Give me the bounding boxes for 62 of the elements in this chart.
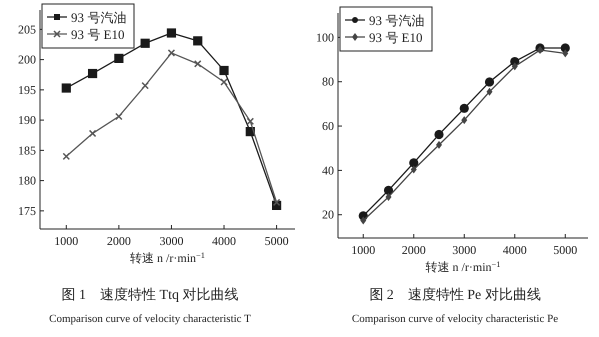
text: 图 2 速度特性 Pe 对比曲线 bbox=[369, 287, 541, 303]
point bbox=[562, 49, 568, 58]
x-tick-label: 3000 bbox=[452, 243, 476, 257]
point bbox=[114, 54, 124, 63]
point bbox=[384, 186, 394, 195]
x-axis-title: 转速 n /r·min$^{−1}$ bbox=[130, 250, 205, 265]
x-tick-label: 4000 bbox=[212, 234, 236, 248]
y-tick-label: 200 bbox=[18, 52, 36, 67]
y-tick-label: 190 bbox=[18, 113, 36, 128]
point bbox=[219, 66, 229, 76]
point bbox=[62, 83, 71, 93]
point bbox=[436, 140, 442, 149]
point bbox=[386, 192, 392, 201]
point bbox=[484, 77, 494, 87]
point bbox=[272, 198, 280, 206]
point bbox=[410, 166, 417, 174]
x-tick-label: 1000 bbox=[351, 243, 376, 257]
point bbox=[220, 78, 228, 86]
x-tick-label: 1000 bbox=[54, 234, 78, 248]
point bbox=[141, 82, 149, 90]
text: Comparison curve of velocity characteristic T bbox=[49, 313, 252, 325]
y-tick-label: 195 bbox=[18, 82, 36, 97]
point bbox=[62, 152, 70, 160]
point bbox=[193, 36, 202, 46]
y-tick-label: 80 bbox=[322, 74, 334, 89]
y-tick-label: 205 bbox=[18, 22, 36, 36]
legend-label: 93 号 E10 bbox=[71, 27, 124, 42]
x-tick-label: 5000 bbox=[264, 234, 289, 248]
point bbox=[246, 118, 254, 126]
point bbox=[537, 46, 544, 54]
point bbox=[140, 38, 150, 48]
point bbox=[88, 130, 96, 138]
x-tick-label: 2000 bbox=[106, 234, 131, 248]
x-axis-title: 转速 n /r·min$^{−1}$ bbox=[426, 260, 500, 274]
legend-label: 93 号 E10 bbox=[369, 30, 422, 45]
point bbox=[460, 104, 469, 113]
point bbox=[168, 49, 176, 57]
y-tick-label: 60 bbox=[322, 119, 334, 134]
point bbox=[434, 130, 444, 140]
point bbox=[486, 88, 493, 96]
y-tick-label: 185 bbox=[18, 143, 36, 158]
y-tick-label: 175 bbox=[18, 204, 36, 218]
y-tick-label: 180 bbox=[18, 174, 36, 188]
point bbox=[512, 62, 518, 70]
y-tick-label: 40 bbox=[322, 163, 334, 178]
point bbox=[88, 68, 98, 78]
legend-label: 93 号汽油 bbox=[369, 13, 424, 28]
text: 图 1 速度特性 Ttq 对比曲线 bbox=[62, 287, 238, 303]
x-tick-label: 3000 bbox=[159, 234, 184, 248]
y-tick-label: 20 bbox=[322, 208, 334, 222]
point bbox=[409, 158, 418, 168]
x-tick-label: 2000 bbox=[402, 243, 426, 257]
text: Comparison curve of velocity characteristic Pe bbox=[352, 313, 558, 325]
point bbox=[166, 28, 176, 38]
legend-label: 93 号汽油 bbox=[71, 10, 126, 25]
x-tick-label: 4000 bbox=[502, 243, 527, 257]
point bbox=[194, 60, 202, 68]
point bbox=[461, 116, 468, 124]
point bbox=[360, 216, 366, 224]
y-tick-label: 100 bbox=[316, 30, 334, 44]
x-tick-label: 5000 bbox=[553, 243, 578, 257]
point bbox=[115, 112, 123, 120]
